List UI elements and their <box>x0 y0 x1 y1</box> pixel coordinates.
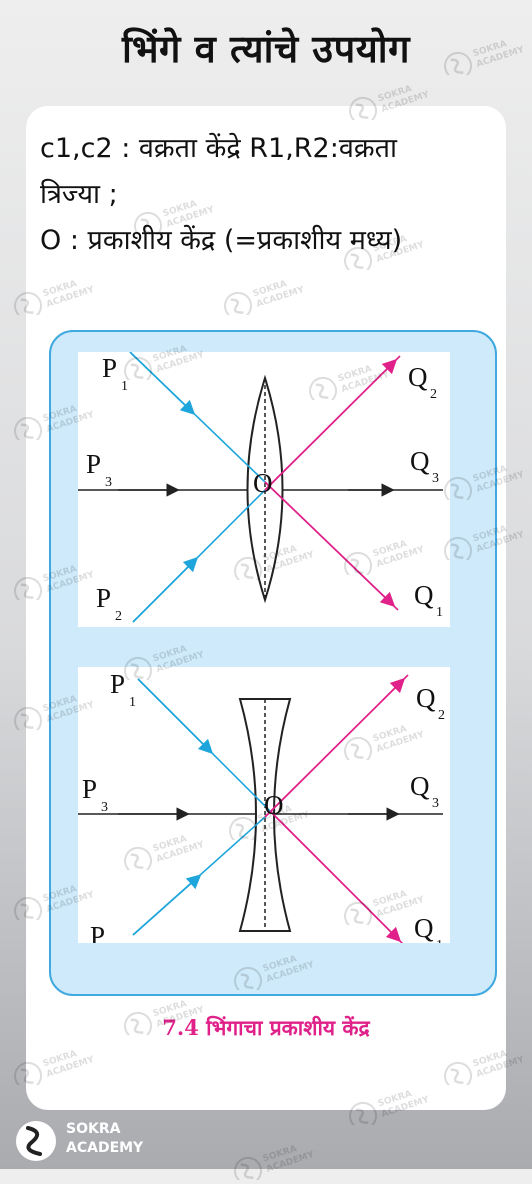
convex-lens-diagram: P 1 P 3 P 2 Q 2 Q 3 Q 1 O <box>78 352 443 624</box>
label-p3-sub: 3 <box>105 475 112 490</box>
svg-text:SOKRA: SOKRA <box>262 1144 298 1164</box>
definition-line-1: c1,c2 : वक्रता केंद्रे R1,R2:वक्रता <box>40 133 397 164</box>
label-optical-centre: O <box>253 468 273 498</box>
logo-text-line-1: SOKRA <box>66 1121 121 1137</box>
convex-lens-panel: P 1 P 3 P 2 Q 2 Q 3 Q 1 O <box>78 352 450 627</box>
label-q2-sub: 2 <box>430 387 437 402</box>
label-q1-sub: 1 <box>436 938 443 943</box>
ray-q2-arrow <box>264 677 406 818</box>
label-q3: Q <box>410 771 430 801</box>
label-q2: Q <box>408 362 428 392</box>
label-p2: P <box>90 921 105 943</box>
logo-text-line-2: ACADEMY <box>66 1140 144 1156</box>
figure-caption: 7.4 भिंगाचा प्रकाशीय केंद्र <box>162 1015 370 1040</box>
page-title: भिंगे व त्यांचे उपयोग <box>122 27 410 71</box>
sokra-logo <box>16 1121 56 1161</box>
ray-p1-arrow <box>137 678 214 755</box>
ray-q2-arrow <box>264 358 398 491</box>
label-p1: P <box>102 353 117 383</box>
label-q3: Q <box>410 446 430 476</box>
label-p1: P <box>110 669 125 699</box>
label-p2: P <box>96 583 111 613</box>
ray-q1-arrow <box>269 810 402 943</box>
svg-text:SOKRA: SOKRA <box>377 84 413 104</box>
label-optical-centre: O <box>264 790 284 820</box>
label-p3: P <box>86 449 101 479</box>
definition-line-3: O : प्रकाशीय केंद्र (=प्रकाशीय मध्य) <box>40 225 403 256</box>
ray-p2-arrow <box>132 556 199 623</box>
label-p3: P <box>82 774 97 804</box>
label-q2: Q <box>416 683 436 713</box>
concave-lens-diagram: P 1 P 3 P 2 Q 2 Q 3 Q 1 O <box>78 669 445 943</box>
definition-line-2: त्रिज्या ; <box>40 179 118 210</box>
logo-circle <box>16 1121 56 1161</box>
label-q3-sub: 3 <box>432 471 439 486</box>
logo-text: SOKRA ACADEMY <box>66 1120 143 1158</box>
definition-text: c1,c2 : वक्रता केंद्रे R1,R2:वक्रता त्रि… <box>40 126 510 264</box>
svg-text:ACADEMY: ACADEMY <box>265 1150 316 1175</box>
ray-q1-arrow <box>264 481 396 607</box>
label-p2-sub: 2 <box>115 609 122 624</box>
label-p3-sub: 3 <box>101 800 108 815</box>
label-q1: Q <box>414 913 434 943</box>
label-q2-sub: 2 <box>438 708 445 723</box>
label-p1-sub: 1 <box>129 695 136 710</box>
ray-p2-arrow <box>132 874 202 936</box>
ray-p1-arrow <box>129 352 196 416</box>
logo-mark-icon <box>26 1126 42 1156</box>
label-q3-sub: 3 <box>432 796 439 811</box>
label-q1-sub: 1 <box>436 605 443 620</box>
label-q1: Q <box>414 580 434 610</box>
concave-lens-panel: P 1 P 3 P 2 Q 2 Q 3 Q 1 O <box>78 667 450 943</box>
label-p1-sub: 1 <box>121 379 128 394</box>
